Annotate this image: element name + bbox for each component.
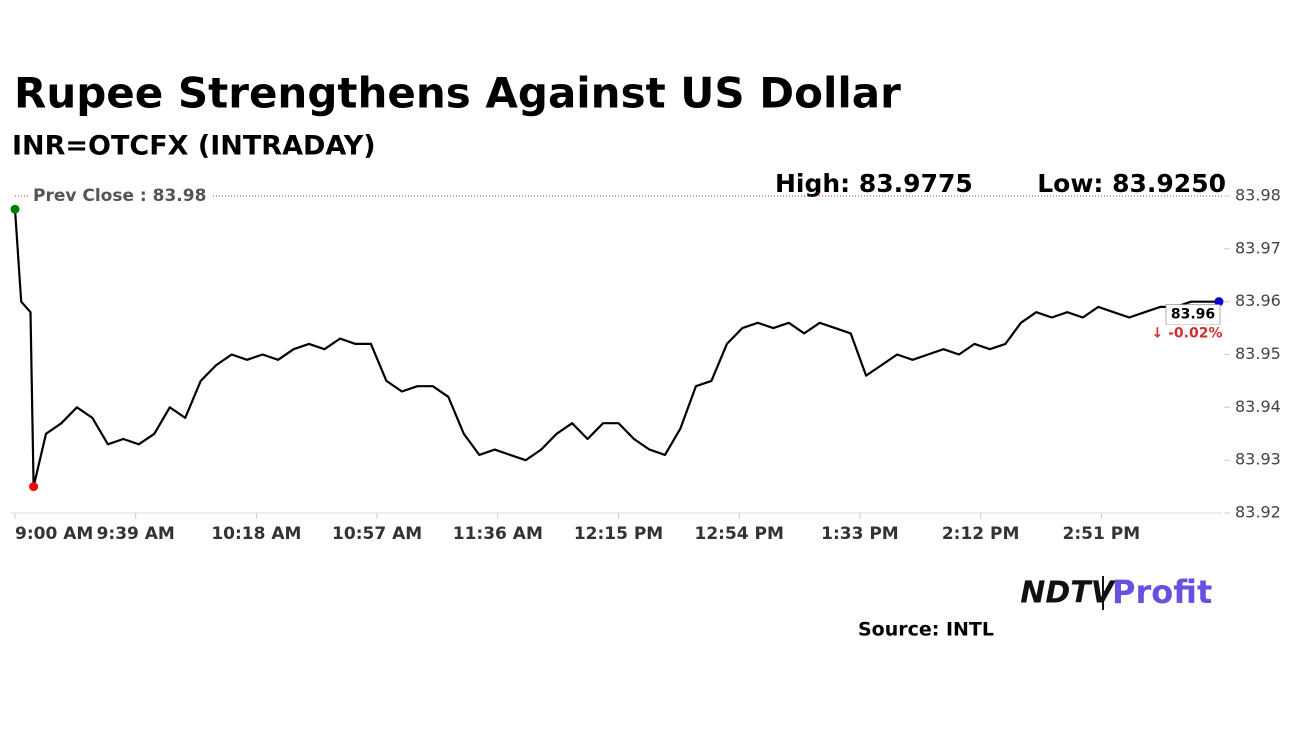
x-tick-label: 11:36 AM — [453, 524, 543, 544]
brand-ndtv: NDTV — [1020, 576, 1116, 611]
x-tick-label: 10:18 AM — [211, 524, 301, 544]
high-label: High: 83.9775 — [775, 169, 973, 198]
last-value-label: 83.96 — [1171, 307, 1215, 323]
x-tick-label: 2:12 PM — [942, 524, 1020, 544]
change-label: ↓ -0.02% — [1152, 326, 1223, 342]
x-tick-label: 2:51 PM — [1063, 524, 1141, 544]
y-tick-label: 83.95 — [1235, 344, 1281, 363]
y-tick-label: 83.93 — [1235, 450, 1281, 469]
y-tick-label: 83.96 — [1235, 291, 1281, 310]
y-tick-label: 83.97 — [1235, 238, 1281, 257]
last-dot — [1214, 297, 1224, 307]
source: Source: INTL — [858, 619, 994, 641]
low-label: Low: 83.9250 — [1037, 169, 1226, 198]
x-tick-label: 12:54 PM — [695, 524, 784, 544]
open-dot — [10, 204, 20, 214]
brand-profit: Profit — [1112, 573, 1212, 611]
x-tick-label: 1:33 PM — [821, 524, 899, 544]
x-tick-label: 9:00 AM — [15, 524, 93, 544]
chart-subtitle: INR=OTCFX (INTRADAY) — [12, 131, 376, 162]
x-tick-label: 9:39 AM — [97, 524, 175, 544]
x-tick-label: 12:15 PM — [574, 524, 663, 544]
x-tick-label: 10:57 AM — [332, 524, 422, 544]
y-tick-label: 83.98 — [1235, 186, 1281, 205]
y-tick-label: 83.94 — [1235, 397, 1281, 416]
change-box — [1150, 324, 1222, 343]
chart-title: Rupee Strengthens Against US Dollar — [14, 69, 901, 118]
low-dot — [29, 482, 39, 492]
prev-close-label: Prev Close : 83.98 — [33, 186, 206, 206]
price-line — [13, 209, 1219, 488]
y-tick-label: 83.92 — [1235, 503, 1281, 522]
prev-close-label-bg — [28, 185, 211, 207]
